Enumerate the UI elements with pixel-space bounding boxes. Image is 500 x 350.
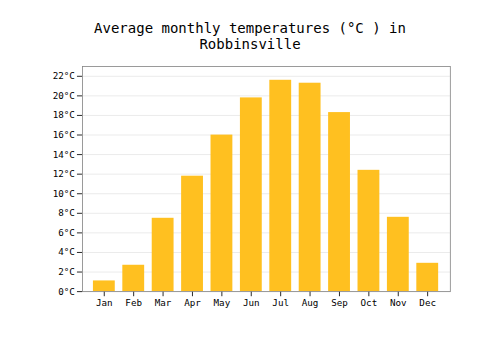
svg-text:Aug: Aug — [302, 297, 319, 308]
svg-text:0°C: 0°C — [58, 286, 75, 297]
svg-text:Nov: Nov — [390, 297, 407, 308]
svg-text:16°C: 16°C — [53, 129, 75, 140]
svg-text:Sep: Sep — [331, 297, 348, 308]
svg-text:2°C: 2°C — [58, 266, 75, 277]
svg-text:20°C: 20°C — [53, 90, 75, 101]
html-text:Average monthly temperatures (: Average monthly temperatures (°C ) in Ro… — [94, 20, 406, 52]
svg-text:Jul: Jul — [272, 297, 289, 308]
svg-text:Mar: Mar — [155, 297, 172, 308]
svg-text:10°C: 10°C — [53, 188, 75, 199]
svg-text:18°C: 18°C — [53, 109, 75, 120]
svg-text:Oct: Oct — [361, 297, 378, 308]
svg-text:4°C: 4°C — [58, 246, 75, 257]
svg-text:Jan: Jan — [96, 297, 113, 308]
svg-text:Feb: Feb — [125, 297, 142, 308]
svg-text:May: May — [214, 297, 231, 308]
svg-text:8°C: 8°C — [58, 207, 75, 218]
svg-text:22°C: 22°C — [53, 70, 75, 81]
svg-text:Dec: Dec — [419, 297, 436, 308]
svg-text:Jun: Jun — [243, 297, 260, 308]
svg-text:12°C: 12°C — [53, 168, 75, 179]
svg-text:14°C: 14°C — [53, 149, 75, 160]
svg-text:Apr: Apr — [184, 297, 201, 308]
svg-text:6°C: 6°C — [58, 227, 75, 238]
